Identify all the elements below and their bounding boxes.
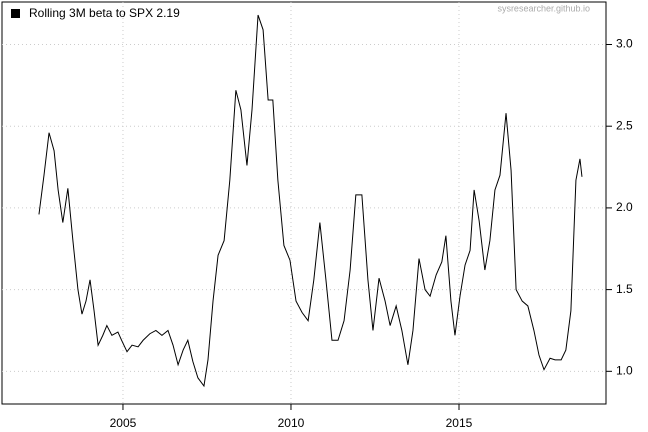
- legend-label: Rolling 3M beta to SPX 2.19: [29, 6, 180, 20]
- y-tick-label: 1.5: [616, 282, 633, 296]
- y-tick-label: 1.0: [616, 363, 633, 377]
- watermark: sysresearcher.github.io: [497, 3, 590, 13]
- x-tick-label: 2005: [110, 416, 137, 430]
- x-tick-label: 2010: [278, 416, 305, 430]
- y-tick-label: 3.0: [616, 37, 633, 51]
- legend-swatch: [11, 9, 20, 18]
- x-tick-label: 2015: [446, 416, 473, 430]
- plot-frame: [1, 1, 607, 405]
- y-tick-label: 2.5: [616, 118, 633, 132]
- y-tick-label: 2.0: [616, 200, 633, 214]
- series-line: [38, 14, 583, 388]
